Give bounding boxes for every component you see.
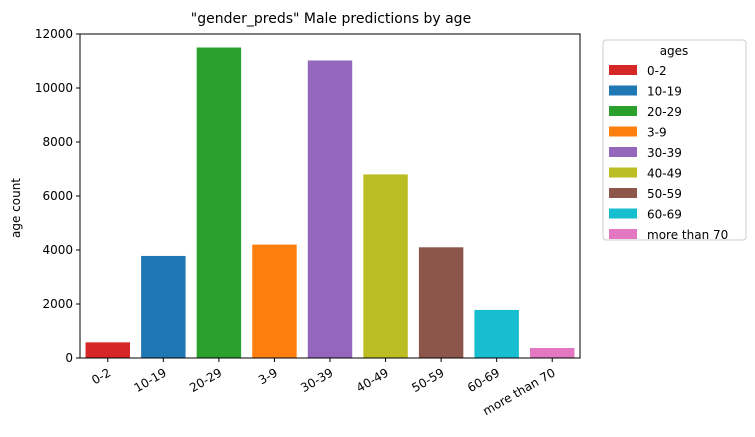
y-tick-label-3: 6000 <box>42 189 73 203</box>
bar-4 <box>307 60 353 359</box>
x-tick-label-4: 30-39 <box>298 365 335 395</box>
legend-swatch-3 <box>609 126 637 137</box>
legend-label-4: 30-39 <box>647 146 682 160</box>
legend-frame <box>602 39 747 241</box>
bar-2 <box>196 47 242 358</box>
legend-label-1: 10-19 <box>647 85 682 99</box>
bar-6 <box>418 247 464 358</box>
legend-label-2: 20-29 <box>647 105 682 119</box>
y-tick-label-1: 2000 <box>42 297 73 311</box>
legend-swatch-7 <box>609 208 637 219</box>
bar-7 <box>474 309 519 358</box>
x-tick-label-2: 20-29 <box>187 365 224 395</box>
legend-swatch-4 <box>609 147 637 157</box>
chart-title: "gender_preds" Male predictions by age <box>191 11 471 27</box>
bar-8 <box>530 348 575 358</box>
legend-label-0: 0-2 <box>647 64 667 78</box>
legend-swatch-8 <box>609 229 637 239</box>
legend-label-6: 50-59 <box>647 187 682 201</box>
legend-items: 0-2 10-19 20-29 3-9 30-39 40-49 50-59 60-69 more… <box>609 64 728 242</box>
legend-label-7: 60-69 <box>647 208 682 222</box>
legend-label-5: 40-49 <box>647 167 682 181</box>
x-tick-label-7: 60-69 <box>465 365 502 395</box>
legend-title: ages <box>660 44 689 58</box>
plot-frame <box>79 33 581 359</box>
x-tick-label-5: 40-49 <box>354 365 391 395</box>
legend-label-3: 3-9 <box>647 126 667 140</box>
bar-3 <box>252 244 297 358</box>
bars-group <box>85 47 575 359</box>
y-tick-label-5: 10000 <box>35 81 73 95</box>
y-axis: 0 2000 4000 6000 8000 10000 12000 <box>35 27 80 365</box>
x-axis: 0-2 10-19 20-29 3-9 30-39 40-49 50-59 60-69more… <box>89 358 558 418</box>
y-axis-label: age count <box>9 178 23 238</box>
legend-swatch-5 <box>609 167 637 178</box>
bar-0 <box>85 342 130 358</box>
y-tick-label-4: 8000 <box>42 135 73 149</box>
x-tick-label-0: 0-2 <box>89 365 113 387</box>
legend-swatch-1 <box>609 85 637 96</box>
bar-5 <box>363 174 408 358</box>
x-tick-label-1: 10-19 <box>132 365 169 395</box>
legend-swatch-0 <box>609 65 637 75</box>
y-tick-label-2: 4000 <box>42 243 73 257</box>
x-tick-label-3: 3-9 <box>256 365 280 387</box>
y-tick-label-6: 12000 <box>35 27 73 41</box>
bar-1 <box>141 255 186 358</box>
legend-swatch-6 <box>609 188 637 198</box>
legend-label-8: more than 70 <box>647 228 728 242</box>
y-tick-label-0: 0 <box>65 351 73 365</box>
x-tick-label-6: 50-59 <box>409 365 446 395</box>
legend: ages 0-2 10-19 20-29 3-9 30-39 40-49 50-59 60-6… <box>602 39 747 242</box>
legend-swatch-2 <box>609 106 637 116</box>
